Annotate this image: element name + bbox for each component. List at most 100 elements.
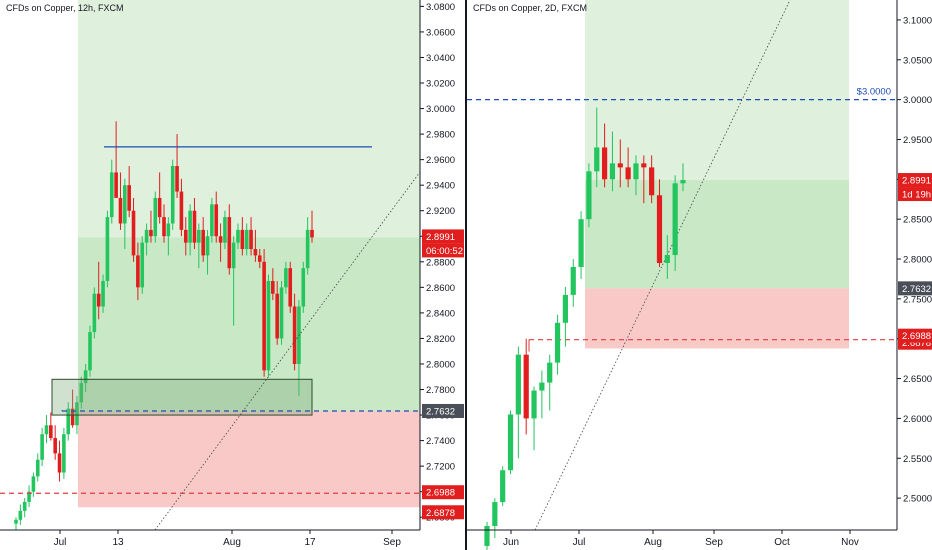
candle-body: [554, 322, 561, 363]
candle-body: [40, 434, 44, 460]
countdown-label-bg: [898, 187, 932, 202]
chart-panel-right[interactable]: CFDs on Copper, 2D, FXCM $3.0000 3.1000 3.0…: [467, 0, 932, 550]
candle-body: [144, 229, 149, 243]
candle-body: [131, 210, 136, 256]
candle-body: [292, 306, 297, 364]
candle-body: [35, 459, 40, 477]
candle-body: [192, 210, 197, 243]
candle-body: [31, 476, 36, 492]
countdown-label: 06:00:52: [426, 246, 463, 257]
stop-label: 2.6988: [426, 488, 455, 499]
y-tick-label: 2.8600: [426, 283, 455, 294]
candle-body: [236, 229, 240, 243]
chart-canvas-left[interactable]: CFDs on Copper, 12h, FXCM 3.0800 3.0600 3.0…: [0, 0, 466, 550]
candle-body: [201, 229, 205, 256]
candle-body: [127, 185, 131, 211]
x-tick-label: 13: [112, 537, 124, 548]
y-tick-label: 3.0400: [426, 53, 455, 64]
profit-zone-upper: [585, 0, 849, 181]
loss-zone: [78, 410, 420, 508]
x-tick-label: Sep: [383, 537, 401, 548]
price-label: 2.8991: [426, 232, 455, 243]
candle-body: [18, 510, 23, 520]
trend-line-dotted: [154, 171, 421, 531]
candle-body: [656, 195, 663, 264]
candle-body: [205, 236, 210, 256]
y-tick-label: 2.7400: [426, 436, 455, 447]
candle-body: [539, 382, 545, 391]
y-tick-label: 3.0800: [426, 2, 455, 13]
candle-body: [275, 293, 279, 339]
candle-body: [105, 217, 110, 281]
candle-body: [66, 408, 71, 435]
candle-body: [183, 229, 188, 243]
candle-body: [109, 172, 114, 218]
candle-body: [617, 163, 623, 168]
candle-body: [114, 172, 118, 198]
candle-body: [75, 402, 79, 426]
y-tick-label: 2.9600: [426, 155, 455, 166]
candle-body: [305, 229, 310, 269]
y-tick-label: 3.0000: [426, 104, 455, 115]
y-tick-label: 3.0000: [903, 95, 932, 106]
entry-label-bg: [422, 403, 464, 418]
y-tick-label: 3.0500: [903, 55, 932, 66]
panel-divider[interactable]: [465, 0, 467, 550]
candle-body: [62, 434, 66, 473]
x-tick-label: Jul: [573, 537, 586, 548]
chart-canvas-right[interactable]: CFDs on Copper, 2D, FXCM $3.0000 3.1000 3.0…: [467, 0, 932, 550]
candle-body: [197, 229, 201, 243]
candle-body: [49, 425, 53, 439]
y-tick-label: 2.5500: [903, 454, 932, 465]
candle-body: [500, 470, 506, 503]
y-tick-label: 2.9800: [426, 130, 455, 141]
candle-body: [523, 354, 529, 419]
candle-body: [231, 242, 236, 269]
level-3000-label: $3.0000: [857, 87, 891, 98]
candle-body: [27, 491, 31, 502]
candle-body: [649, 167, 655, 196]
candle-body: [22, 501, 27, 511]
y-tick-label: 2.7200: [426, 462, 455, 473]
candle-body: [594, 147, 600, 172]
candle-body: [562, 294, 568, 323]
entry-label: 2.7632: [426, 406, 455, 417]
stop-label-bg: [898, 328, 932, 343]
candle-body: [157, 197, 162, 218]
x-tick-label: Aug: [223, 537, 241, 548]
candle-body: [210, 204, 214, 237]
candle-body: [53, 438, 57, 454]
price-label: 2.8991: [902, 176, 931, 187]
trend-line-dotted: [534, 0, 791, 531]
candle-body: [153, 197, 158, 237]
x-tick-label: Aug: [644, 537, 662, 548]
candle-body: [44, 425, 49, 435]
candle-body: [83, 370, 88, 384]
price-label-bg: [898, 173, 932, 188]
candle-body: [257, 255, 262, 262]
y-tick-label: 2.6500: [903, 374, 932, 385]
y-tick-label: 2.8400: [426, 308, 455, 319]
candle-body: [262, 261, 266, 371]
candle-body: [625, 167, 631, 180]
candle-body: [166, 223, 171, 237]
target-label: 2.6878: [902, 338, 931, 349]
profit-zone-upper: [78, 0, 420, 238]
y-tick-label: 3.0200: [426, 79, 455, 90]
candle-body: [140, 242, 145, 288]
y-tick-label: 2.8200: [426, 334, 455, 345]
stop-label-bg: [422, 485, 464, 500]
chart-panel-left[interactable]: CFDs on Copper, 12h, FXCM 3.0800 3.0600 3.0…: [0, 0, 466, 550]
chart-title: CFDs on Copper, 2D, FXCM: [473, 3, 587, 13]
candle-body: [301, 268, 306, 307]
candle-body: [664, 255, 670, 264]
candle-body: [507, 414, 514, 471]
entry-label: 2.7632: [902, 284, 931, 295]
profit-zone-lower: [78, 237, 420, 411]
target-label: 2.6878: [426, 508, 455, 519]
candle-body: [88, 332, 92, 371]
loss-zone: [585, 288, 849, 349]
price-label-bg: [422, 229, 464, 244]
y-tick-label: 2.9400: [426, 181, 455, 192]
x-tick-label: Oct: [774, 537, 790, 548]
